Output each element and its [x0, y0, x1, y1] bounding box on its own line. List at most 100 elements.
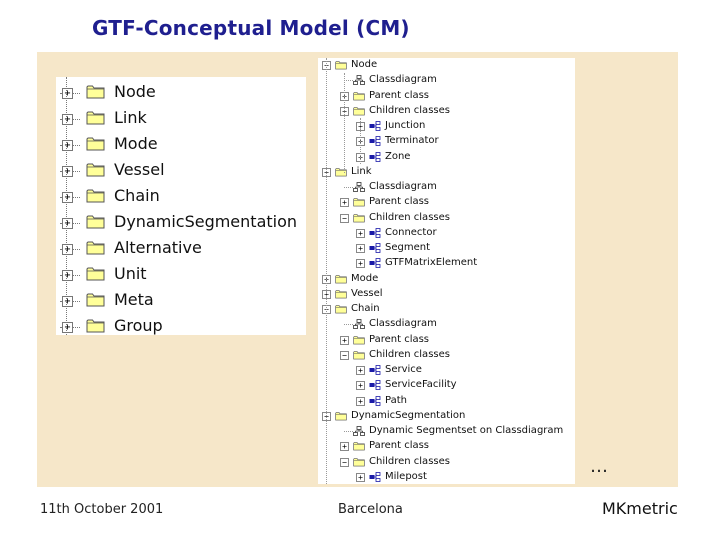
class-icon — [369, 395, 381, 406]
folder-icon — [86, 292, 105, 307]
right-tree-item[interactable]: − Link — [318, 165, 575, 180]
right-tree-item[interactable]: Classdiagram — [318, 317, 575, 332]
right-tree-item[interactable]: + GTFMatrixElement — [318, 256, 575, 271]
expand-icon[interactable]: + — [62, 270, 73, 281]
right-tree-item[interactable]: + Vessel — [318, 287, 575, 302]
folder-icon — [335, 304, 347, 314]
expand-icon[interactable]: + — [356, 259, 365, 269]
right-tree-item-label: Parent class — [369, 89, 430, 101]
expand-icon[interactable]: + — [356, 396, 365, 406]
class-icon — [369, 243, 381, 253]
right-tree-view[interactable]: − Node Classdiagram + Parent class − Children … — [318, 58, 575, 484]
right-tree-item-label: Classdiagram — [369, 318, 437, 330]
right-tree-item-label: GTFMatrixElement — [385, 257, 478, 269]
right-tree-item-label: Children classes — [369, 104, 450, 116]
expand-icon[interactable]: + — [62, 88, 73, 99]
left-tree-item-label: Meta — [114, 290, 154, 309]
class-diagram-icon — [353, 319, 365, 330]
right-tree-item[interactable]: + Parent class — [318, 333, 575, 348]
left-tree-item-label: Alternative — [114, 238, 202, 257]
expand-icon[interactable]: + — [340, 198, 349, 208]
folder-icon — [86, 136, 105, 151]
left-tree-item[interactable]: + Unit — [56, 263, 306, 289]
expand-icon[interactable]: + — [62, 166, 73, 177]
expand-icon[interactable]: + — [356, 366, 365, 375]
right-tree-item[interactable]: + Parent class — [318, 195, 575, 210]
right-tree-item[interactable]: + Connector — [318, 226, 575, 241]
folder-icon — [353, 197, 365, 207]
right-tree-item[interactable]: − Children classes — [318, 348, 575, 363]
left-tree-item[interactable]: + Vessel — [56, 159, 306, 185]
expand-icon[interactable]: + — [356, 472, 365, 482]
collapse-icon[interactable]: − — [340, 213, 349, 223]
left-tree-item[interactable]: + Alternative — [56, 237, 306, 263]
right-tree-item[interactable]: + Mode — [318, 272, 575, 287]
right-tree-item-label: Classdiagram — [369, 181, 437, 192]
left-tree-item[interactable]: + Group — [56, 315, 306, 341]
class-icon — [369, 380, 381, 391]
right-tree-item[interactable]: − DynamicSegmentation — [318, 409, 575, 424]
right-tree-item[interactable]: + Milepost — [318, 470, 575, 484]
expand-icon[interactable]: + — [356, 381, 365, 391]
left-tree-item[interactable]: + Node — [56, 81, 306, 107]
expand-icon[interactable]: + — [356, 244, 365, 253]
right-tree-item-label: Milepost — [385, 470, 427, 482]
expand-icon[interactable]: + — [356, 228, 365, 238]
right-tree-item[interactable]: − Children classes — [318, 104, 575, 119]
left-tree-view[interactable]: + Node + Link + Mode + Vessel + Chain + DynamicSegm… — [56, 77, 306, 335]
left-tree-guide-line — [66, 77, 67, 335]
left-tree-item[interactable]: + DynamicSegmentation — [56, 211, 306, 237]
right-tree-item[interactable]: + Path — [318, 394, 575, 409]
left-tree-item[interactable]: + Link — [56, 107, 306, 133]
right-tree-item-label: Path — [385, 394, 407, 406]
folder-icon — [335, 289, 347, 299]
right-tree-item[interactable]: − Children classes — [318, 211, 575, 226]
class-icon — [369, 121, 381, 131]
folder-icon — [353, 91, 365, 101]
right-tree-item-label: Children classes — [369, 348, 450, 360]
tree-connector-line — [344, 187, 353, 188]
expand-icon[interactable]: + — [62, 322, 73, 333]
right-tree-item[interactable]: + ServiceFacility — [318, 378, 575, 393]
left-tree-item-label: Node — [114, 82, 156, 101]
right-tree-item[interactable]: + Zone — [318, 150, 575, 165]
left-tree-item-label: Link — [114, 108, 147, 127]
folder-icon — [353, 350, 365, 360]
right-tree-item[interactable]: + Junction — [318, 119, 575, 134]
footer-place: Barcelona — [338, 502, 403, 517]
right-tree-item[interactable]: + Segment — [318, 241, 575, 256]
right-tree-item[interactable]: + Parent class — [318, 439, 575, 454]
right-tree-item[interactable]: − Chain — [318, 302, 575, 317]
right-tree-item[interactable]: + Terminator — [318, 134, 575, 149]
folder-icon — [335, 411, 347, 421]
expand-icon[interactable]: + — [62, 192, 73, 203]
expand-icon[interactable]: + — [62, 218, 73, 229]
right-tree-item-label: Junction — [385, 120, 426, 131]
left-tree-item-label: Group — [114, 316, 163, 335]
right-tree-item[interactable]: Dynamic Segmentset on Classdiagram — [318, 424, 575, 439]
expand-icon[interactable]: + — [62, 114, 73, 125]
left-tree-item-label: Vessel — [114, 160, 165, 179]
expand-icon[interactable]: + — [62, 296, 73, 307]
right-tree-item[interactable]: − Children classes — [318, 455, 575, 470]
expand-icon[interactable]: + — [62, 244, 73, 255]
expand-icon[interactable]: + — [340, 335, 349, 345]
right-tree-item[interactable]: + Service — [318, 363, 575, 378]
left-tree-item-label: Mode — [114, 134, 158, 153]
tree-guide-line — [326, 58, 327, 484]
right-tree-item[interactable]: Classdiagram — [318, 73, 575, 88]
left-tree-item[interactable]: + Chain — [56, 185, 306, 211]
collapse-icon[interactable]: − — [340, 350, 349, 360]
collapse-icon[interactable]: − — [340, 457, 349, 467]
expand-icon[interactable]: + — [340, 442, 349, 452]
left-tree-item-label: Unit — [114, 264, 147, 283]
right-tree-item[interactable]: + Parent class — [318, 89, 575, 104]
left-tree-item[interactable]: + Mode — [56, 133, 306, 159]
expand-icon[interactable]: + — [62, 140, 73, 151]
folder-icon — [353, 457, 365, 467]
right-tree-item[interactable]: − Node — [318, 58, 575, 73]
left-tree-item[interactable]: + Meta — [56, 289, 306, 315]
right-tree-item[interactable]: Classdiagram — [318, 180, 575, 195]
folder-icon — [86, 318, 105, 333]
folder-icon — [335, 274, 347, 284]
